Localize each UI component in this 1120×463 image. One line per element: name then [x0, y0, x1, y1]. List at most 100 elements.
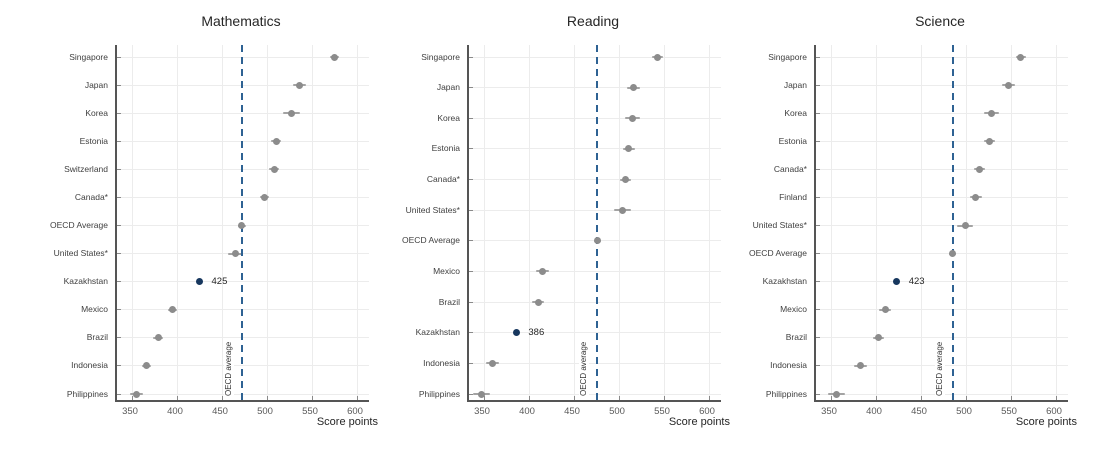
- category-label: Brazil: [438, 296, 460, 307]
- category-label: Indonesia: [71, 360, 108, 371]
- y-axis-tick: [117, 281, 121, 283]
- category-label: Kazakhstan: [762, 276, 807, 287]
- x-axis-tick: [221, 396, 223, 400]
- y-axis-tick: [816, 168, 820, 170]
- y-axis-tick: [816, 253, 820, 255]
- x-axis-caption: Score points: [668, 416, 730, 428]
- data-point: [169, 306, 176, 314]
- x-axis-tick: [573, 396, 575, 400]
- data-point: [133, 390, 140, 398]
- row-gridline: [117, 253, 369, 255]
- oecd-average-line-label: OECD average: [934, 339, 945, 398]
- y-axis-tick: [117, 337, 121, 339]
- data-point: [961, 222, 969, 229]
- data-point: [1017, 53, 1025, 61]
- x-gridline: [483, 45, 485, 400]
- x-gridline: [311, 45, 313, 400]
- y-axis-tick: [469, 240, 473, 242]
- category-label: Kazakhstan: [63, 276, 108, 287]
- row-gridline: [816, 196, 1068, 198]
- row-gridline: [816, 168, 1068, 170]
- data-point: [972, 193, 980, 201]
- category-label: Philippines: [66, 388, 108, 399]
- category-label: Estonia: [79, 135, 108, 146]
- category-label: OECD Average: [50, 220, 108, 230]
- data-point: [629, 114, 636, 122]
- y-axis-tick: [816, 365, 820, 367]
- y-axis-tick: [469, 393, 473, 395]
- data-point: [232, 250, 239, 258]
- row-gridline: [117, 281, 369, 283]
- category-label: Estonia: [431, 143, 460, 154]
- category-label: Mexico: [433, 265, 460, 276]
- x-gridline: [131, 45, 133, 400]
- x-gridline: [356, 45, 358, 400]
- row-gridline: [469, 117, 721, 119]
- data-point: [619, 206, 627, 214]
- category-label: Singapore: [768, 51, 807, 62]
- row-gridline: [816, 225, 1068, 226]
- row-gridline: [469, 270, 721, 272]
- x-tick-label: 450: [212, 406, 228, 417]
- row-gridline: [469, 301, 721, 303]
- category-label: Singapore: [69, 51, 108, 62]
- category-label: United States*: [53, 248, 108, 259]
- x-tick-label: 500: [956, 406, 972, 417]
- chart-title-science: Science: [915, 13, 965, 29]
- category-label: Canada*: [426, 174, 460, 185]
- x-gridline: [266, 45, 268, 400]
- category-label: Canada*: [74, 191, 108, 202]
- x-axis-tick: [356, 396, 358, 400]
- y-axis-tick: [816, 112, 820, 114]
- data-point: [331, 53, 338, 61]
- row-gridline: [816, 253, 1068, 255]
- row-gridline: [117, 337, 369, 339]
- y-axis-tick: [469, 87, 473, 89]
- x-axis-tick: [131, 396, 133, 400]
- x-axis-tick: [875, 396, 877, 400]
- x-tick-label: 350: [122, 406, 138, 417]
- y-axis-tick: [816, 337, 820, 339]
- category-label: Japan: [84, 79, 108, 90]
- category-label: Korea: [784, 107, 807, 118]
- row-gridline: [469, 179, 721, 181]
- x-axis-caption: Score points: [316, 416, 378, 428]
- x-tick-label: 400: [167, 406, 183, 417]
- category-label: Philippines: [765, 388, 807, 399]
- y-axis-tick: [816, 84, 820, 86]
- y-axis-tick: [117, 84, 121, 86]
- panel-reading: Reading OECD average 386 Score points 350…: [354, 0, 730, 463]
- row-gridline: [469, 332, 721, 334]
- x-axis-tick: [266, 396, 268, 400]
- plot-area-mathematics: OECD average 425: [115, 45, 369, 402]
- data-point: [625, 145, 633, 153]
- x-axis-tick: [965, 396, 967, 400]
- x-gridline: [708, 45, 710, 400]
- data-point: [1004, 81, 1012, 89]
- oecd-average-line-label: OECD average: [579, 339, 590, 398]
- data-point: [985, 137, 993, 145]
- row-gridline: [117, 140, 369, 142]
- x-axis-tick: [528, 396, 530, 400]
- data-point: [654, 53, 662, 61]
- row-gridline: [469, 393, 721, 395]
- category-label: Mexico: [81, 304, 108, 315]
- x-tick-label: 400: [866, 406, 882, 417]
- category-label: OECD Average: [402, 235, 460, 246]
- row-gridline: [816, 309, 1068, 311]
- x-gridline: [1055, 45, 1057, 400]
- y-axis-tick: [816, 393, 820, 395]
- y-axis-tick: [117, 253, 121, 255]
- x-axis-tick: [663, 396, 665, 400]
- category-label: Indonesia: [423, 357, 460, 368]
- y-axis-tick: [117, 309, 121, 311]
- x-gridline: [1010, 45, 1012, 400]
- row-gridline: [469, 56, 721, 58]
- x-gridline: [830, 45, 832, 400]
- row-gridline: [117, 365, 369, 367]
- data-point: [270, 165, 278, 173]
- row-gridline: [117, 168, 369, 170]
- category-label: Estonia: [778, 135, 807, 146]
- chart-title-reading: Reading: [566, 13, 620, 29]
